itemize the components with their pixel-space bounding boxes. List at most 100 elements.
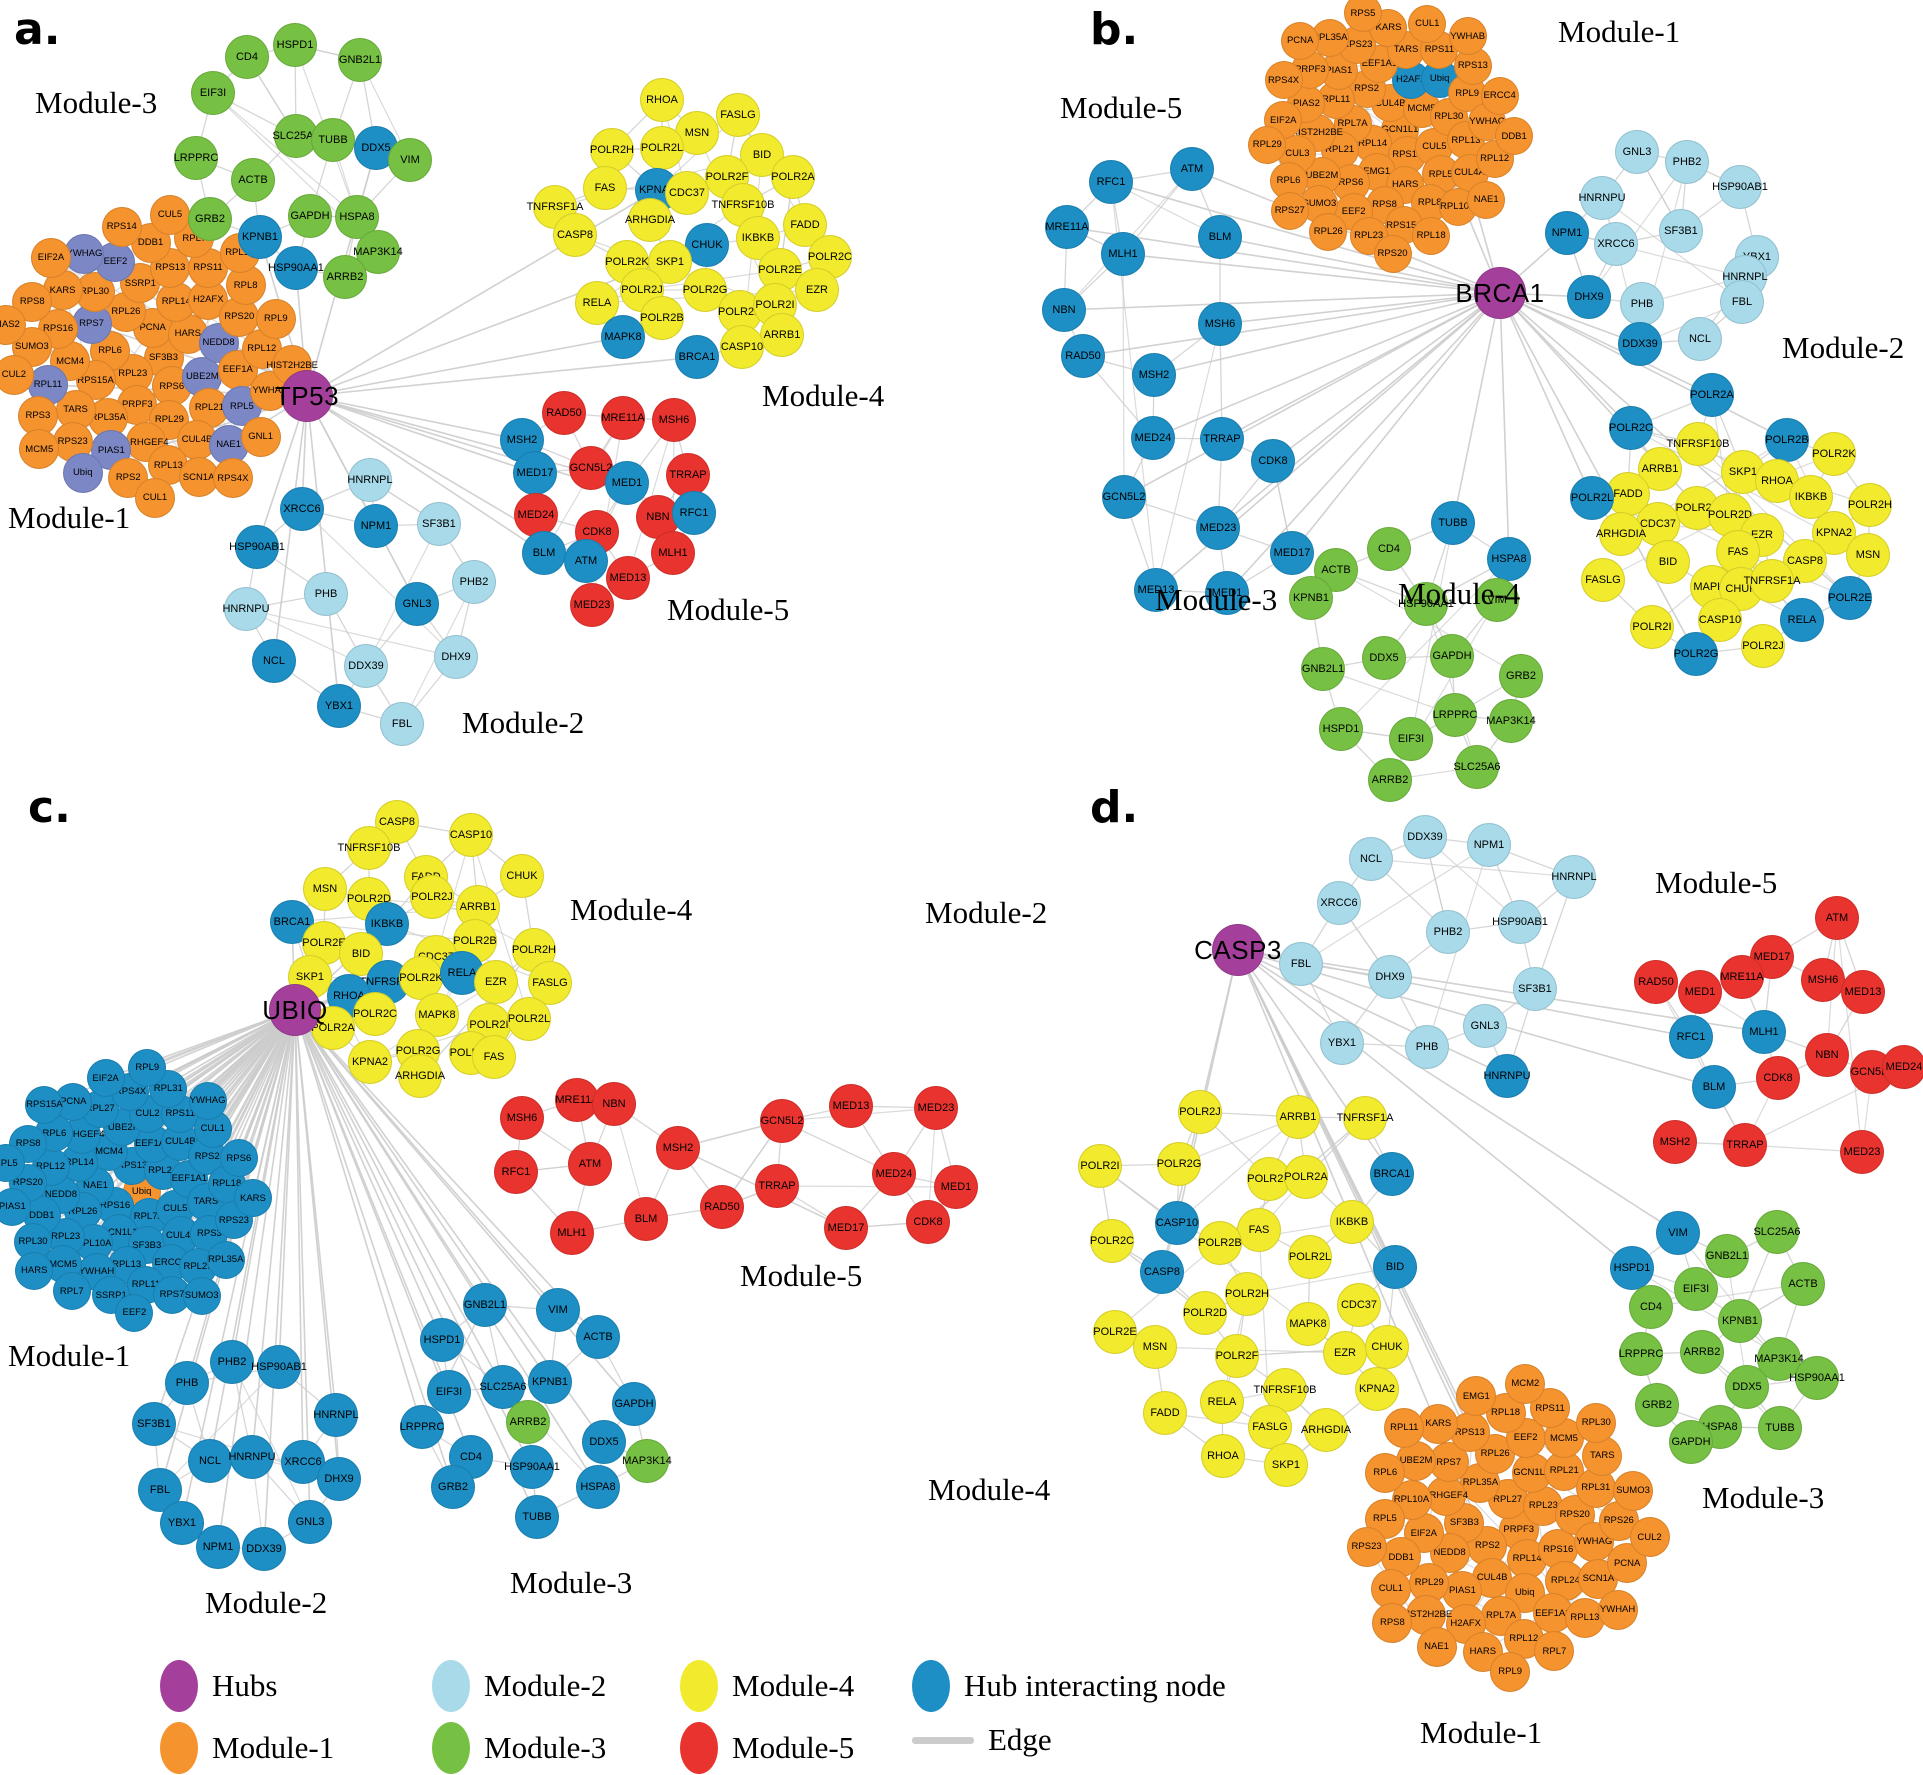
edge xyxy=(613,1103,647,1220)
edge xyxy=(309,976,497,983)
edge xyxy=(153,1382,188,1425)
edge xyxy=(1222,1455,1287,1466)
edge xyxy=(1154,1346,1166,1414)
edge xyxy=(1640,1351,1703,1355)
edge xyxy=(309,976,350,997)
edge xyxy=(1404,155,1408,185)
edge xyxy=(1153,292,1501,376)
edge xyxy=(5,324,33,348)
edge xyxy=(1289,149,1341,212)
edge xyxy=(1063,292,1501,311)
edge xyxy=(359,59,377,149)
edge xyxy=(757,237,781,271)
edge xyxy=(50,253,85,259)
edge xyxy=(420,977,438,1016)
edge xyxy=(1155,323,1221,591)
edge xyxy=(1630,427,1869,556)
edge xyxy=(231,1361,280,1368)
edge xyxy=(1404,1423,1439,1429)
edge xyxy=(1584,1609,1618,1619)
edge xyxy=(1655,981,1692,1038)
edge xyxy=(661,99,698,134)
edge xyxy=(1425,603,1478,768)
edge xyxy=(1746,1386,1781,1429)
edge xyxy=(1469,158,1495,174)
edge xyxy=(1776,480,1812,498)
edge xyxy=(576,1099,615,1105)
edge xyxy=(543,531,598,554)
edge xyxy=(1452,292,1501,524)
edge xyxy=(779,176,794,271)
edge xyxy=(1526,1548,1559,1560)
edge xyxy=(696,114,739,134)
edge xyxy=(1152,374,1155,439)
edge xyxy=(1449,1522,1465,1554)
edge xyxy=(91,323,111,352)
edge xyxy=(1465,1623,1484,1653)
edge xyxy=(1737,551,1851,599)
edge xyxy=(1063,309,1084,357)
edge xyxy=(1111,1240,1206,1314)
edge xyxy=(348,995,376,1015)
edge xyxy=(1695,1288,1741,1322)
edge xyxy=(1362,12,1389,29)
edge xyxy=(369,1050,419,1063)
edge xyxy=(5,301,33,326)
edge xyxy=(1340,558,1510,730)
edge xyxy=(1335,569,1522,677)
edge xyxy=(779,269,818,291)
edge xyxy=(109,350,134,375)
edge xyxy=(246,44,296,58)
edge xyxy=(1686,161,1741,188)
edge xyxy=(1366,1546,1438,1648)
edge xyxy=(1217,527,1228,594)
edge xyxy=(196,439,229,446)
edge xyxy=(1465,121,1488,141)
edge xyxy=(1316,132,1341,151)
edge xyxy=(661,132,698,149)
edge xyxy=(1713,1077,1779,1088)
edge xyxy=(1237,949,1679,1234)
edge xyxy=(1836,917,1863,1153)
edge xyxy=(641,289,663,319)
edge xyxy=(1429,174,1442,204)
edge xyxy=(1636,151,1688,163)
edge xyxy=(1641,276,1746,305)
edge xyxy=(1523,1638,1555,1653)
edge xyxy=(1467,92,1500,97)
edge xyxy=(1063,226,1068,311)
edge xyxy=(1677,1232,1780,1360)
edge xyxy=(597,1460,648,1488)
edge xyxy=(1258,1229,1311,1258)
edge xyxy=(1426,23,1441,51)
edge xyxy=(324,888,370,900)
edge xyxy=(50,257,239,371)
edge xyxy=(1505,1383,1526,1413)
edge xyxy=(1762,619,1803,647)
edge xyxy=(209,179,254,220)
edge xyxy=(1388,522,1454,550)
edge xyxy=(1618,1520,1650,1538)
edge xyxy=(1650,1283,1804,1308)
edge xyxy=(1370,858,1575,878)
edge xyxy=(417,1050,421,1077)
edge xyxy=(245,608,457,658)
edge xyxy=(294,1009,311,1523)
edge xyxy=(1659,443,1699,470)
edge xyxy=(306,395,695,514)
edge xyxy=(1491,1577,1525,1594)
edge xyxy=(1307,1323,1346,1354)
edge xyxy=(1350,171,1378,184)
edge xyxy=(1176,1222,1221,1244)
edge xyxy=(401,656,457,725)
edge xyxy=(528,982,551,1020)
edge xyxy=(369,479,440,525)
edge xyxy=(245,608,275,662)
edge xyxy=(1463,1522,1488,1547)
edge xyxy=(1389,738,1412,781)
edge xyxy=(1448,92,1468,118)
edge xyxy=(611,147,663,151)
edge xyxy=(1191,168,1501,294)
edge xyxy=(515,1163,591,1173)
edge xyxy=(1221,1401,1224,1457)
